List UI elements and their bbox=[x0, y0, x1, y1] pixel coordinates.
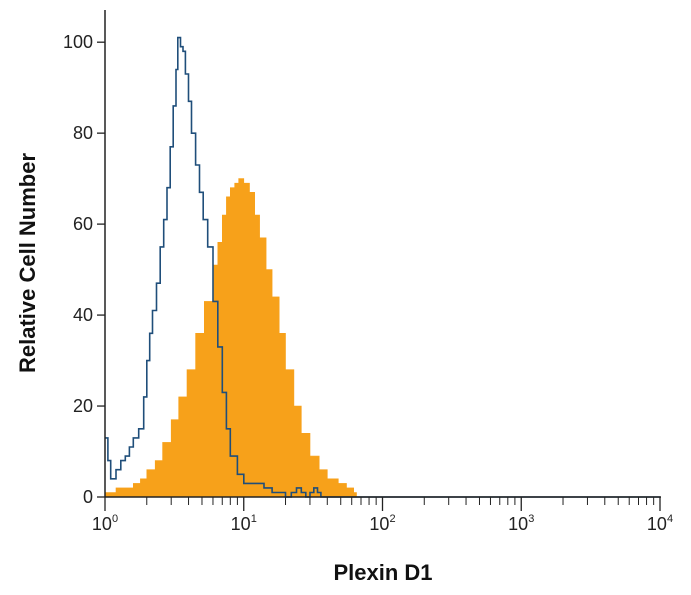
y-tick-label: 80 bbox=[73, 123, 93, 143]
x-tick-label: 103 bbox=[508, 513, 534, 534]
plot-area bbox=[104, 36, 660, 498]
y-tick-label: 20 bbox=[73, 396, 93, 416]
x-tick-label: 100 bbox=[92, 513, 118, 534]
x-tick-label: 101 bbox=[231, 513, 257, 534]
y-tick-label: 100 bbox=[63, 32, 93, 52]
x-tick-label: 102 bbox=[369, 513, 395, 534]
filled-histogram-series bbox=[104, 178, 357, 498]
axes: 0 20 40 60 80 100 100 101 102 103 104 bbox=[63, 10, 673, 534]
y-axis-title: Relative Cell Number bbox=[15, 153, 40, 374]
x-tick-label: 104 bbox=[647, 513, 673, 534]
y-tick-label: 0 bbox=[83, 487, 93, 507]
y-tick-label: 40 bbox=[73, 305, 93, 325]
x-axis-title: Plexin D1 bbox=[333, 560, 432, 585]
y-tick-label: 60 bbox=[73, 214, 93, 234]
